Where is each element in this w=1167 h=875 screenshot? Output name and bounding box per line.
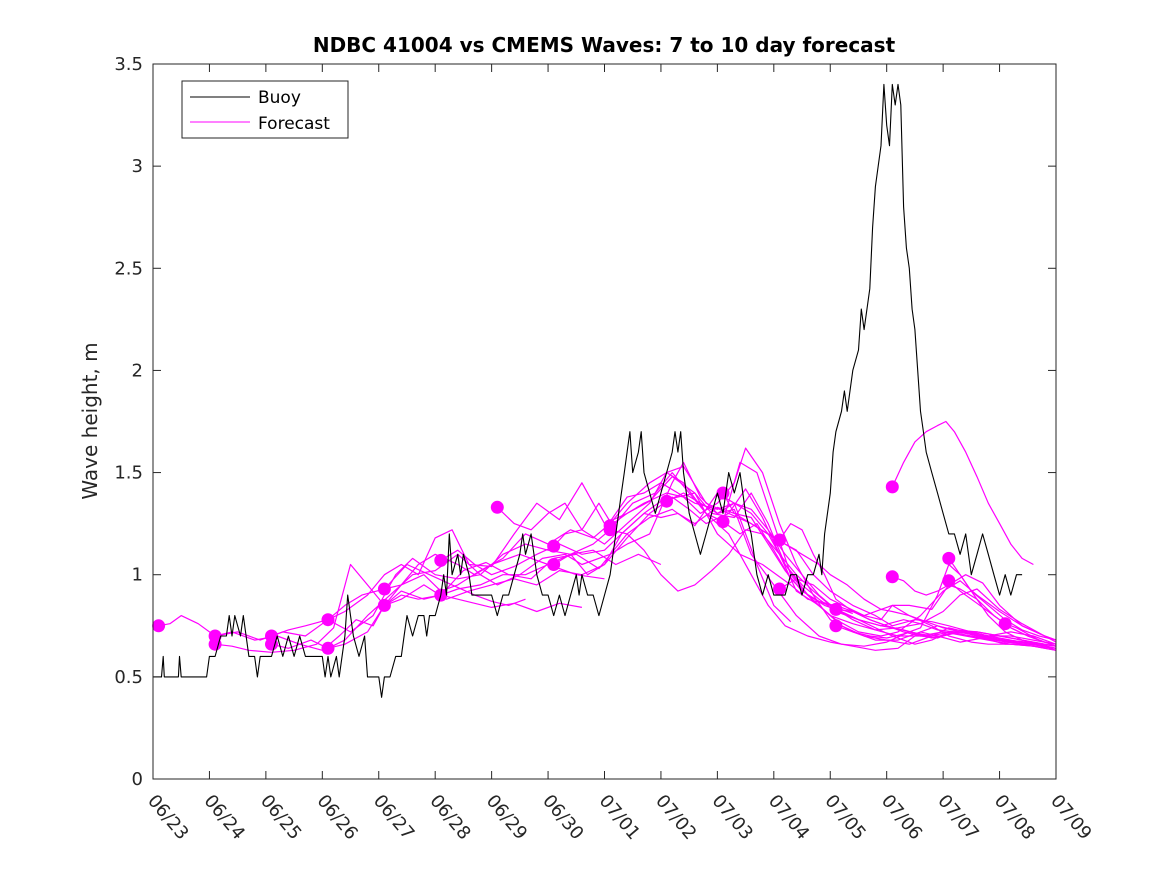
forecast-run-line-2 bbox=[215, 553, 605, 653]
forecast-init-marker-11 bbox=[490, 500, 504, 514]
forecast-run-line-23 bbox=[891, 420, 1034, 566]
forecast-run-line-17 bbox=[722, 492, 1057, 649]
forecast-init-marker-15 bbox=[603, 523, 617, 537]
y-tick-label-7: 3.5 bbox=[114, 54, 143, 75]
forecast-init-marker-21 bbox=[829, 602, 843, 616]
forecast-init-marker-2 bbox=[208, 637, 222, 651]
chart-title: NDBC 41004 vs CMEMS Waves: 7 to 10 day f… bbox=[313, 33, 896, 57]
y-tick-label-3: 1.5 bbox=[114, 463, 143, 484]
forecast-init-marker-22 bbox=[829, 619, 843, 633]
x-tick-label-10: 07/03 bbox=[708, 791, 757, 844]
y-tick-label-2: 1 bbox=[132, 565, 143, 586]
x-tick-label-3: 06/26 bbox=[312, 791, 361, 844]
x-tick-label-6: 06/29 bbox=[482, 791, 531, 844]
x-tick-label-1: 06/24 bbox=[200, 791, 249, 844]
plot-area bbox=[153, 64, 1056, 779]
x-tick-label-2: 06/25 bbox=[256, 791, 305, 844]
x-tick-label-5: 06/28 bbox=[425, 791, 474, 844]
x-tick-label-14: 07/07 bbox=[933, 791, 982, 844]
x-tick-label-13: 07/06 bbox=[877, 791, 926, 844]
forecast-init-marker-24 bbox=[885, 570, 899, 584]
forecast-init-marker-12 bbox=[547, 539, 561, 553]
y-tick-label-0: 0 bbox=[132, 769, 143, 790]
legend-buoy-label: Buoy bbox=[258, 88, 301, 108]
forecast-init-marker-13 bbox=[547, 558, 561, 571]
y-tick-label-1: 0.5 bbox=[114, 667, 143, 688]
forecast-run-line-1 bbox=[214, 594, 583, 651]
forecast-run-line-20 bbox=[779, 578, 1057, 647]
forecast-init-marker-0 bbox=[152, 619, 166, 633]
y-axis: 0 0.5 1 1.5 2 2.5 3 3.5 bbox=[114, 54, 1056, 790]
forecast-init-marker-27 bbox=[998, 617, 1012, 631]
x-tick-label-9: 07/02 bbox=[651, 791, 700, 844]
y-axis-label: Wave height, m bbox=[78, 342, 102, 499]
forecast-init-marker-4 bbox=[265, 637, 278, 651]
forecast-init-marker-8 bbox=[377, 598, 391, 612]
x-tick-label-16: 07/09 bbox=[1046, 791, 1095, 844]
x-tick-label-0: 06/23 bbox=[143, 791, 192, 844]
forecast-run-line-5 bbox=[327, 476, 854, 621]
forecast-run-line-25 bbox=[948, 558, 1057, 641]
x-tick-label-7: 06/30 bbox=[538, 791, 587, 844]
forecast-run-line-21 bbox=[835, 608, 1057, 649]
forecast-init-marker-23 bbox=[885, 480, 899, 494]
forecast-series-layer bbox=[152, 420, 1057, 655]
forecast-run-line-18 bbox=[722, 521, 1057, 649]
x-tick-label-15: 07/08 bbox=[990, 791, 1039, 844]
forecast-init-marker-16 bbox=[660, 494, 674, 508]
forecast-init-marker-5 bbox=[321, 613, 335, 627]
buoy-series-layer bbox=[153, 83, 1023, 698]
legend-box bbox=[181, 80, 349, 139]
buoy-line bbox=[153, 83, 1023, 698]
x-tick-label-12: 07/05 bbox=[820, 791, 869, 844]
legend-forecast-label: Forecast bbox=[258, 114, 330, 134]
forecast-init-marker-9 bbox=[434, 553, 448, 567]
y-tick-label-6: 3 bbox=[132, 156, 143, 177]
x-tick-label-4: 06/27 bbox=[369, 791, 418, 844]
legend: Buoy Forecast bbox=[181, 80, 349, 139]
forecast-init-marker-20 bbox=[773, 582, 786, 596]
x-tick-label-8: 07/01 bbox=[595, 791, 644, 844]
forecast-run-line-27 bbox=[1004, 623, 1057, 647]
forecast-init-marker-26 bbox=[942, 574, 956, 588]
forecast-run-line-9 bbox=[440, 492, 1057, 641]
forecast-init-marker-7 bbox=[377, 582, 391, 596]
forecast-run-line-0 bbox=[158, 563, 526, 641]
y-tick-label-5: 2.5 bbox=[114, 258, 143, 279]
forecast-init-marker-19 bbox=[773, 533, 786, 547]
x-tick-label-11: 07/04 bbox=[764, 791, 813, 844]
forecast-run-line-13 bbox=[553, 506, 1057, 641]
forecast-init-marker-18 bbox=[716, 515, 730, 529]
forecast-run-line-16 bbox=[666, 492, 1057, 647]
y-tick-label-4: 2 bbox=[132, 360, 143, 381]
forecast-init-marker-6 bbox=[321, 641, 335, 655]
forecast-run-line-4 bbox=[271, 492, 792, 649]
forecast-init-marker-25 bbox=[942, 551, 956, 565]
